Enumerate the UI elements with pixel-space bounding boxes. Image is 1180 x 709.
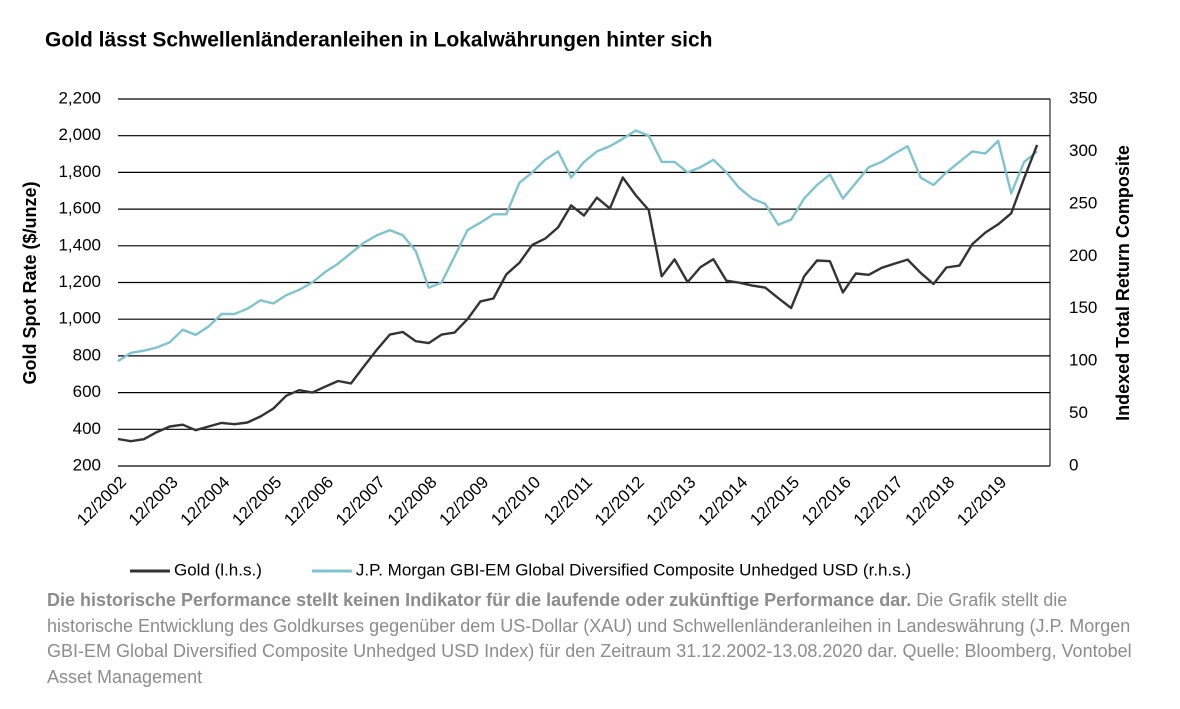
y-tick-label: 1,200 [58,272,101,291]
legend-label: J.P. Morgan GBI-EM Global Diversified Co… [356,560,911,579]
y-tick-label: 2,200 [58,88,101,107]
y2-tick-label: 100 [1069,351,1097,370]
y2-tick-label: 200 [1069,246,1097,265]
x-tick-label: 12/2009 [436,473,493,530]
x-tick-label: 12/2017 [850,473,907,530]
chart: Gold lässt Schwellenländeranleihen in Lo… [20,29,1133,580]
x-tick-label: 12/2013 [643,473,700,530]
y2-tick-label: 250 [1069,193,1097,212]
footnote: Die historische Performance stellt keine… [47,588,1137,690]
x-tick-label: 12/2005 [228,473,285,530]
y-tick-label: 1,000 [58,309,101,328]
x-tick-label: 12/2002 [73,473,130,530]
x-tick-label: 12/2006 [280,473,337,530]
x-tick-label: 12/2012 [591,473,648,530]
x-tick-label: 12/2014 [694,473,751,530]
y2-tick-label: 0 [1069,455,1078,474]
x-tick-label: 12/2015 [746,473,803,530]
y-axis-title: Gold Spot Rate ($/unze) [20,181,40,384]
y2-tick-label: 50 [1069,403,1088,422]
x-tick-label: 12/2018 [902,473,959,530]
y2-tick-label: 150 [1069,298,1097,317]
y-tick-label: 600 [73,382,101,401]
y2-tick-label: 300 [1069,141,1097,160]
series-line [117,129,1038,363]
y-tick-label: 400 [73,419,101,438]
x-tick-label: 12/2004 [177,473,234,530]
y-tick-label: 200 [73,455,101,474]
x-tick-label: 12/2008 [384,473,441,530]
x-tick-label: 12/2011 [540,473,596,529]
y-tick-label: 1,400 [58,235,101,254]
series-line [117,144,1039,443]
y2-tick-label: 350 [1069,88,1097,107]
chart-title: Gold lässt Schwellenländeranleihen in Lo… [45,29,712,52]
footnote-bold: Die historische Performance stellt keine… [47,590,912,610]
x-tick-label: 12/2003 [125,473,182,530]
y-tick-label: 800 [73,345,101,364]
x-tick-label: 12/2007 [332,473,389,530]
x-tick-label: 12/2019 [953,473,1010,530]
x-tick-label: 12/2016 [798,473,855,530]
x-tick-label: 12/2010 [487,473,544,530]
legend-label: Gold (l.h.s.) [174,560,262,579]
y-tick-label: 2,000 [58,125,101,144]
y-tick-label: 1,800 [58,162,101,181]
footnote-text: Die Grafik stellt die historische Entwic… [47,590,1132,687]
y2-axis-title: Indexed Total Return Composite [1113,145,1133,421]
y-tick-label: 1,600 [58,199,101,218]
